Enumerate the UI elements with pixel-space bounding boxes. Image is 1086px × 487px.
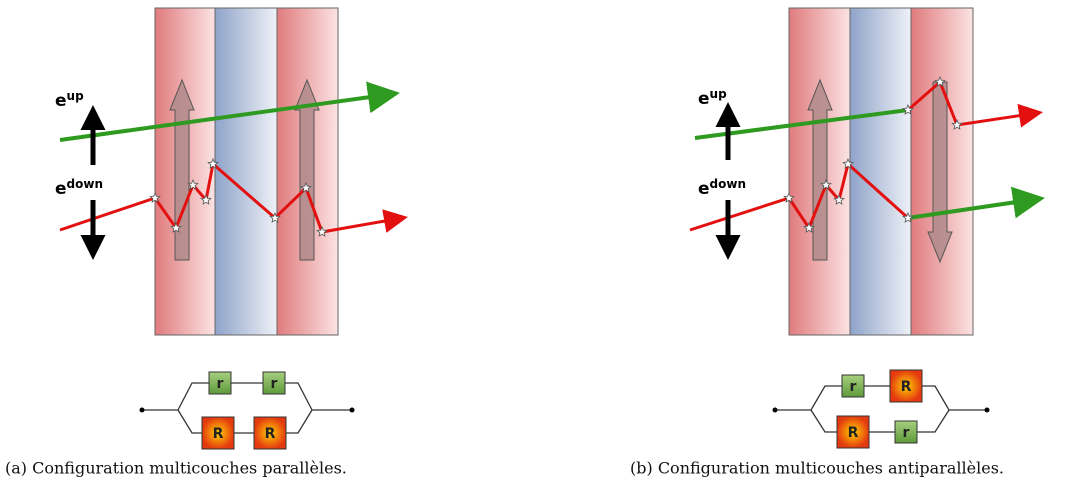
- layer-spacer: [849, 7, 912, 336]
- star: [820, 178, 832, 190]
- magnetization-arrow: [294, 78, 320, 261]
- spin-up-path: [907, 79, 1043, 128]
- resistor: [253, 416, 287, 450]
- star: [951, 118, 963, 130]
- layer-ferro: [788, 7, 851, 336]
- star: [207, 157, 219, 169]
- resistor-label: r: [850, 379, 857, 395]
- resistor-label: r: [217, 376, 224, 392]
- resistor-label: R: [265, 426, 276, 442]
- star: [833, 193, 845, 205]
- star: [316, 225, 328, 237]
- panel-b: eup edown r R R r (b) Configuration mult…: [630, 7, 1045, 478]
- star: [902, 103, 914, 115]
- caption: (b) Configuration multicouches antiparal…: [630, 459, 1004, 478]
- node: [984, 407, 990, 413]
- star: [902, 211, 914, 223]
- star: [187, 178, 199, 190]
- spin-label: eup: [698, 87, 727, 109]
- magnetization-arrow: [927, 81, 953, 264]
- resistor: [841, 374, 865, 398]
- spin-down-path: [59, 161, 408, 234]
- spin-up-path: [59, 81, 400, 142]
- spin-down-path: [907, 186, 1045, 220]
- star: [149, 191, 161, 203]
- star: [269, 211, 281, 223]
- resistor: [262, 371, 286, 395]
- resistor-label: R: [213, 426, 224, 442]
- scattering-events: [149, 75, 963, 237]
- caption: (a) Configuration multicouches parallèle…: [5, 459, 347, 478]
- circuit-wires: [775, 385, 987, 433]
- star: [803, 221, 815, 233]
- resistor-label: R: [848, 425, 859, 441]
- resistor-label: r: [271, 376, 278, 392]
- star: [783, 191, 795, 203]
- star: [300, 181, 312, 193]
- spin-label: eup: [55, 89, 84, 111]
- resistor: [894, 420, 918, 444]
- resistor-label: R: [901, 379, 912, 395]
- node: [139, 407, 145, 413]
- panel-a: eup edown r r R R (a) Configuration mult…: [5, 7, 408, 478]
- resistor: [889, 369, 923, 403]
- resistor: [208, 371, 232, 395]
- star: [170, 221, 182, 233]
- node: [349, 407, 355, 413]
- circuit-wires: [142, 382, 352, 434]
- star: [200, 193, 212, 205]
- star: [842, 157, 854, 169]
- star: [934, 75, 946, 87]
- resistor-label: r: [903, 425, 910, 441]
- spin-label: edown: [55, 177, 103, 199]
- resistor: [836, 415, 870, 449]
- spin-label: edown: [698, 177, 746, 199]
- resistor: [201, 416, 235, 450]
- layer-spacer: [214, 7, 278, 336]
- node: [772, 407, 778, 413]
